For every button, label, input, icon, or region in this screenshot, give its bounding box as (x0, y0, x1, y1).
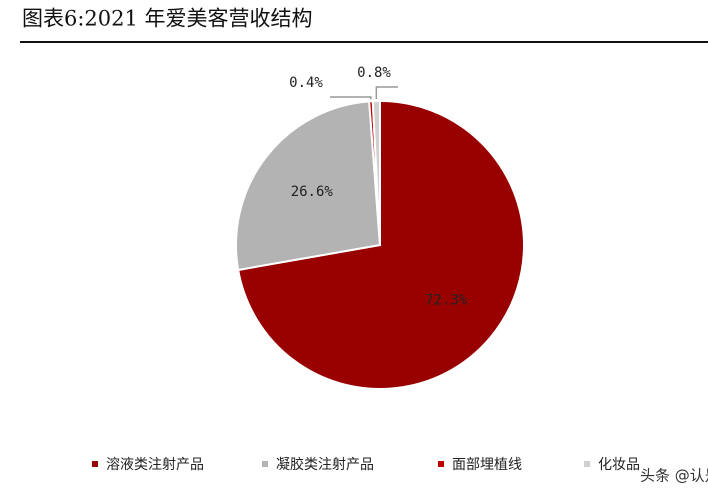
legend-swatch (584, 461, 590, 467)
data-label: 72.3% (425, 293, 468, 309)
legend-swatch (262, 461, 268, 467)
data-label: 0.8% (357, 65, 391, 81)
legend-swatch (438, 461, 444, 467)
chart-title: 图表6:2021 年爱美客营收结构 (22, 7, 313, 31)
watermark: 头条 @认是 (640, 467, 708, 485)
pie-slice (237, 99, 525, 390)
pie-slice (371, 99, 381, 246)
legend-label: 面部埋植线 (452, 457, 522, 473)
legend-label: 化妆品 (598, 457, 640, 473)
legend-swatch (92, 461, 98, 467)
data-label: 26.6% (291, 184, 334, 200)
leader-line (375, 86, 398, 100)
legend-label: 溶液类注射产品 (106, 457, 204, 473)
pie-slice (235, 100, 382, 272)
leader-line (330, 96, 372, 100)
data-label: 0.4% (289, 75, 323, 91)
legend-label: 凝胶类注射产品 (276, 456, 374, 473)
